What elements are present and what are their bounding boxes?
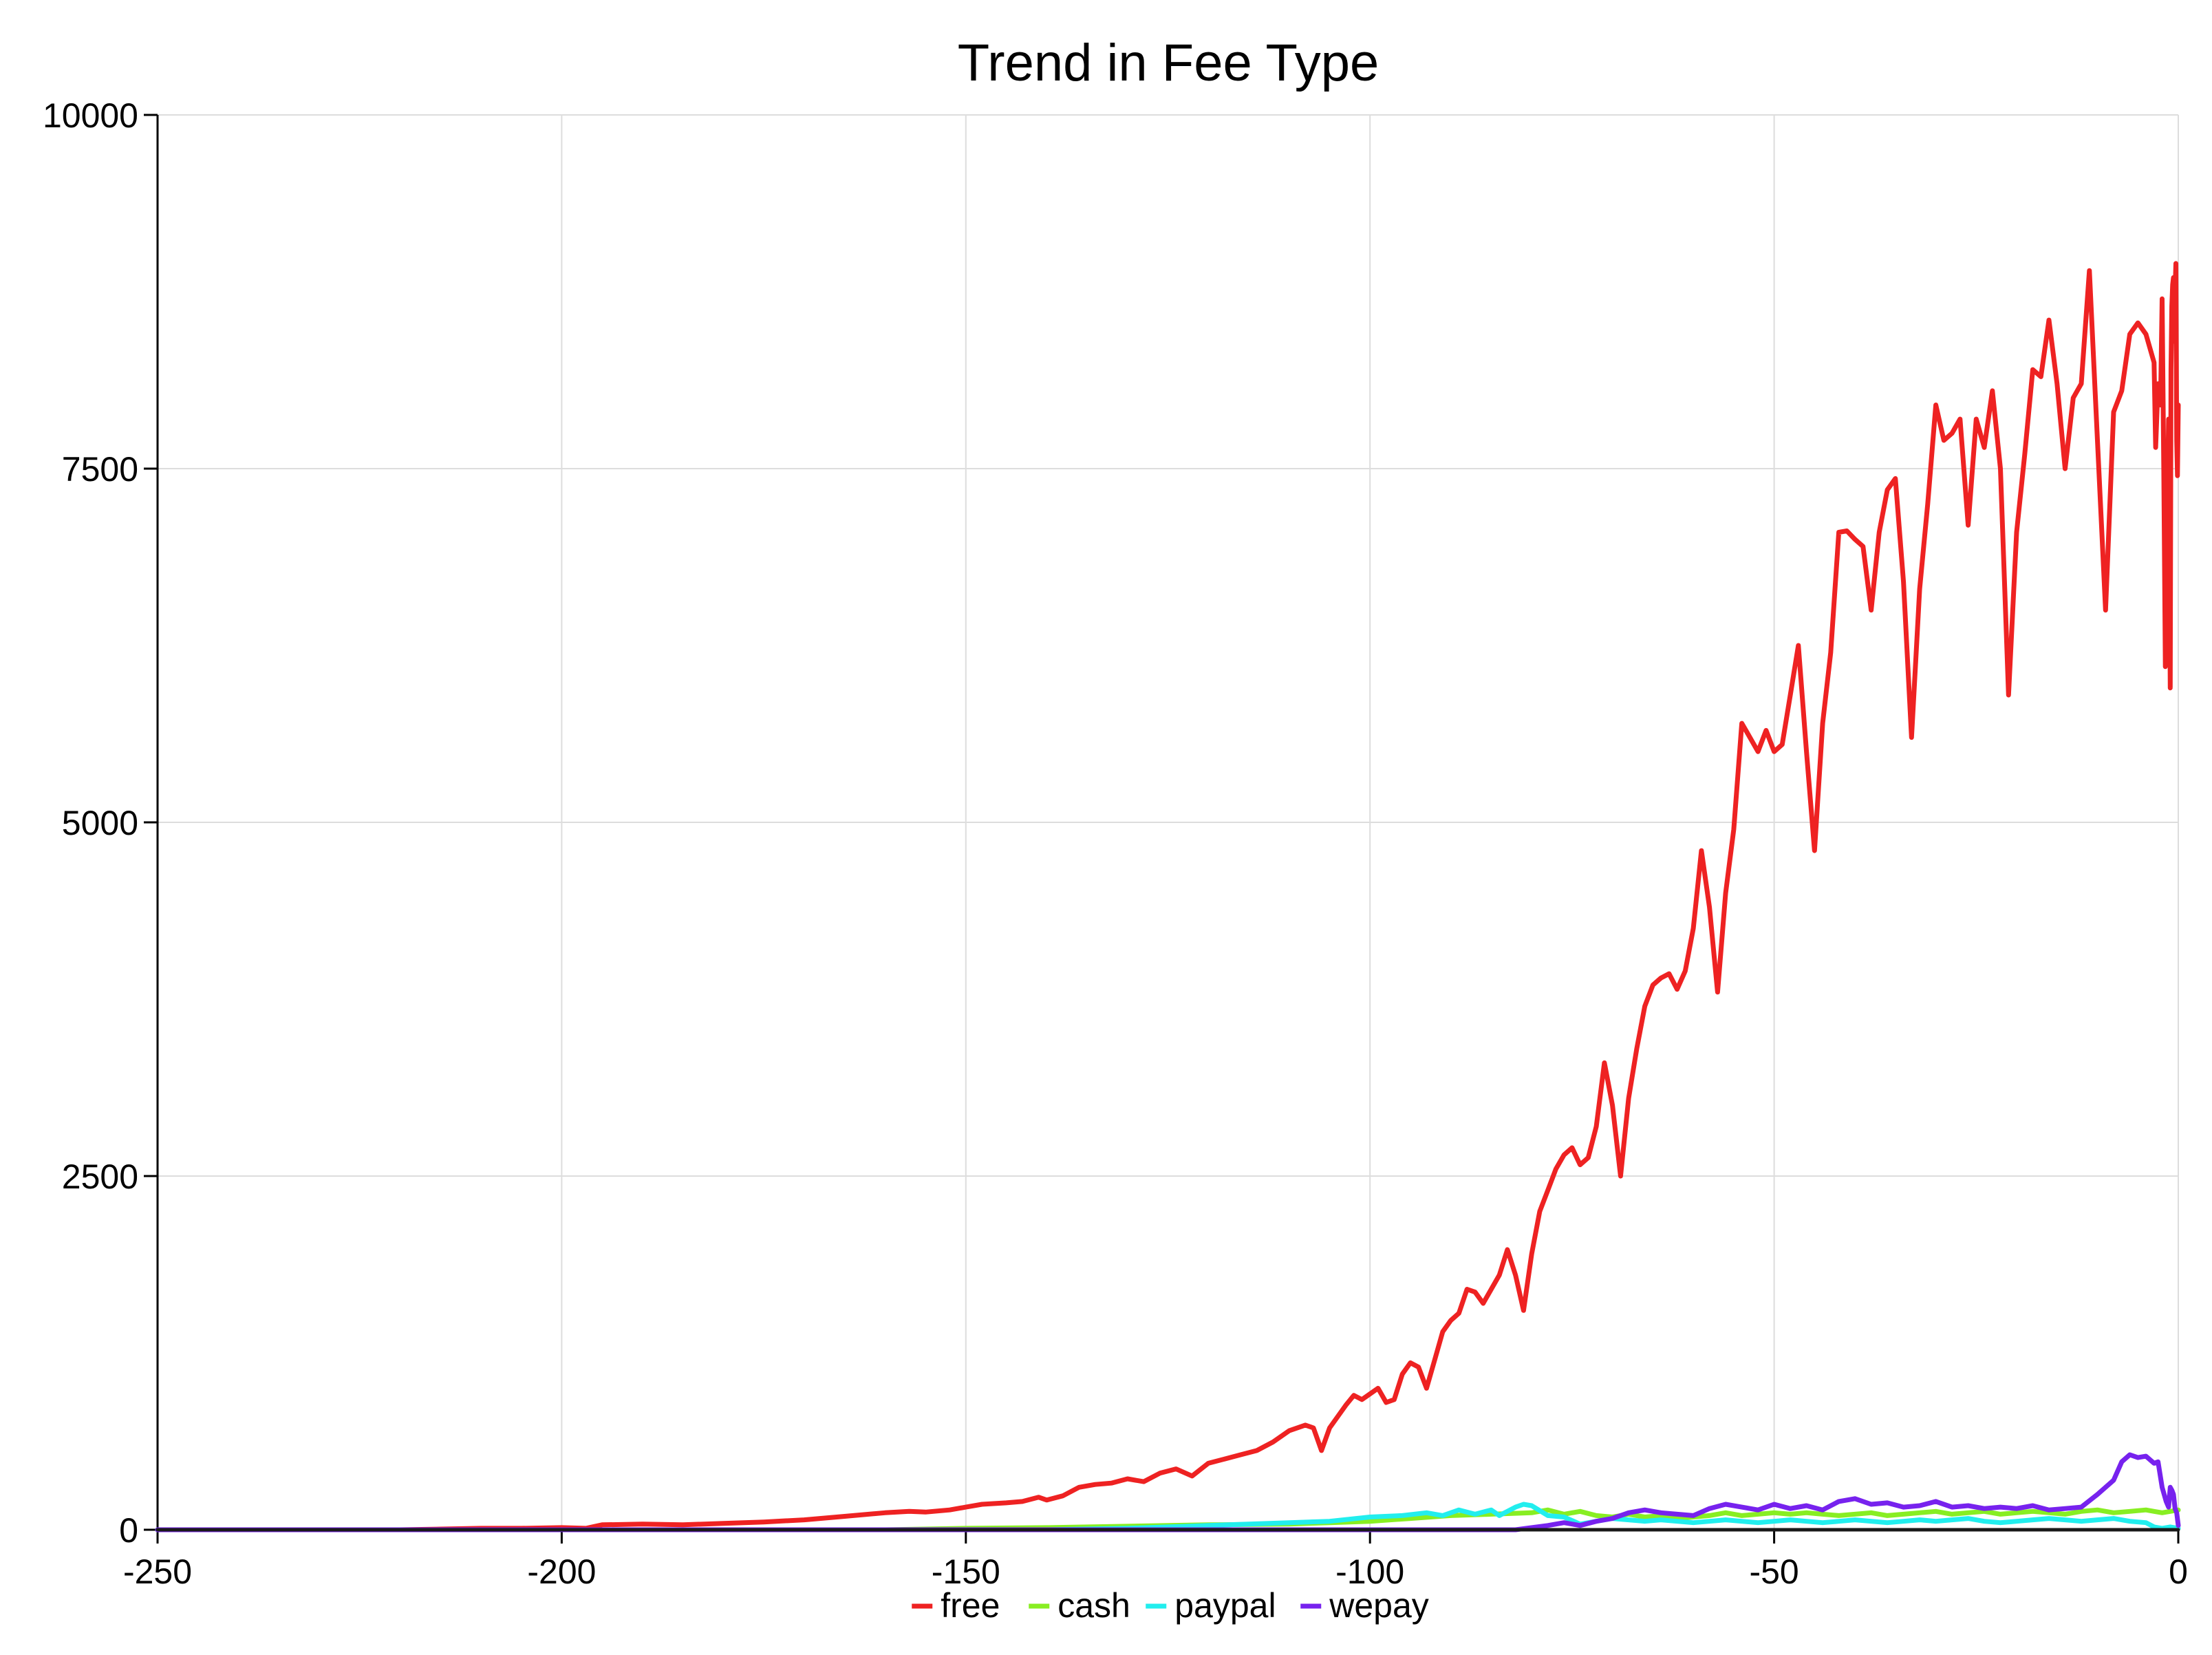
legend-item-wepay: wepay — [1300, 1586, 1429, 1625]
legend-label-free: free — [941, 1586, 1000, 1625]
x-tick-label-5: 0 — [2169, 1552, 2188, 1591]
legend-label-paypal: paypal — [1174, 1586, 1276, 1625]
legend-item-paypal: paypal — [1146, 1586, 1276, 1625]
series-line-paypal — [155, 1502, 2181, 1533]
series-line-cash — [155, 1507, 2181, 1533]
legend: free cash paypal wepay — [912, 1586, 1429, 1625]
y-tick-label-0: 0 — [119, 1511, 138, 1550]
legend-label-wepay: wepay — [1329, 1586, 1429, 1625]
x-tick-label-3: -100 — [1335, 1552, 1404, 1591]
legend-item-cash: cash — [1029, 1586, 1130, 1625]
legend-label-cash: cash — [1057, 1586, 1130, 1625]
series-line-free — [155, 261, 2181, 1533]
series-group — [155, 261, 2181, 1533]
series-line-wepay — [155, 1452, 2181, 1533]
y-tick-label-2: 5000 — [62, 804, 138, 842]
y-tick-label-1: 2500 — [62, 1157, 138, 1196]
legend-item-free: free — [912, 1586, 1000, 1625]
y-tick-label-3: 7500 — [62, 450, 138, 489]
x-tick-label-2: -150 — [932, 1552, 1000, 1591]
x-tick-label-1: -200 — [527, 1552, 596, 1591]
x-tick-label-4: -50 — [1749, 1552, 1798, 1591]
y-tick-label-4: 10000 — [43, 96, 138, 135]
x-tick-label-0: -250 — [123, 1552, 192, 1591]
chart-title: Trend in Fee Type — [958, 34, 1379, 92]
